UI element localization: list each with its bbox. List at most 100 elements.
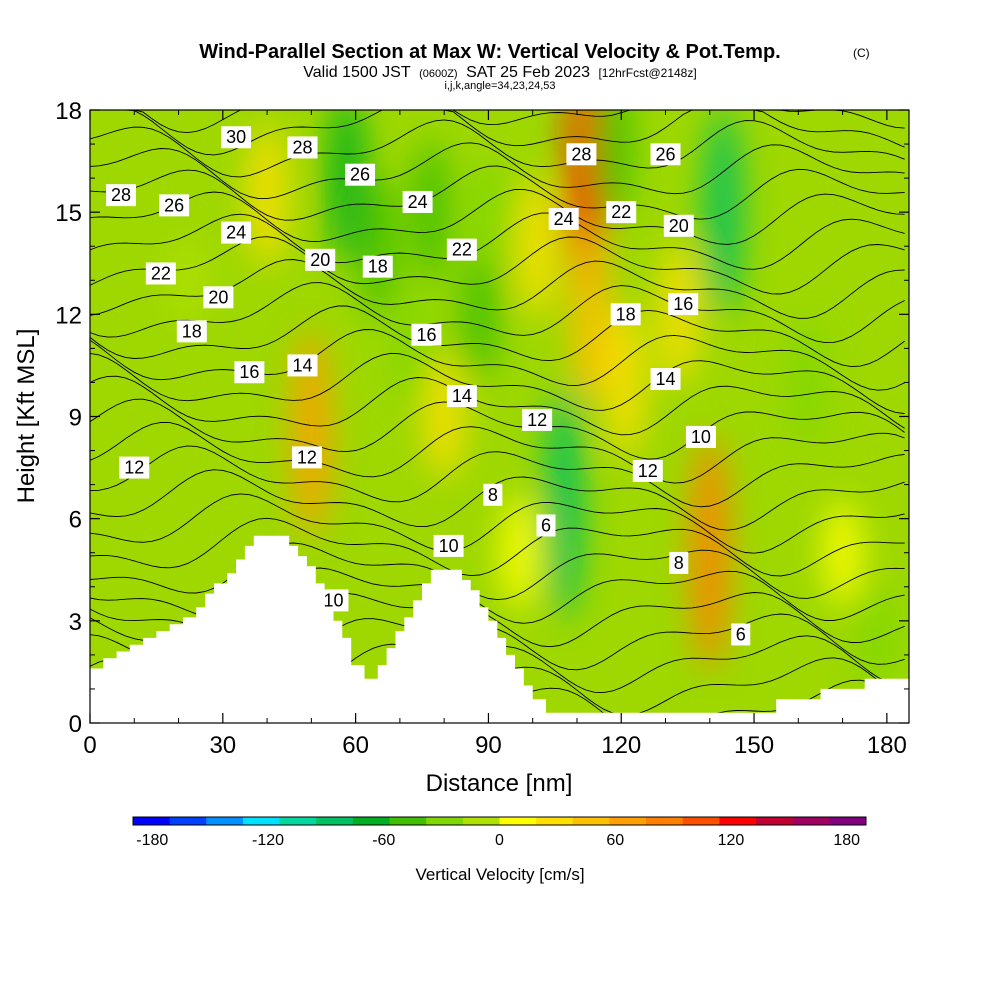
- x-tick-label: 60: [342, 732, 369, 759]
- contour-label-text: 10: [691, 427, 711, 447]
- contour-label-bg: [203, 286, 234, 309]
- theta-contour-24: [90, 236, 905, 295]
- colorbar-bin-7: [389, 817, 427, 825]
- contour-label-0: 30: [221, 126, 252, 149]
- contour-label-13: 20: [305, 248, 336, 271]
- colorbar-bin-18: [792, 817, 830, 825]
- contour-label-text: 20: [208, 287, 228, 307]
- contour-label-text: 18: [616, 304, 636, 324]
- colorbar-tick-label: 120: [718, 832, 745, 849]
- contour-label-text: 6: [736, 624, 746, 644]
- velocity-feature-2: [291, 331, 332, 537]
- velocity-feature-0: [167, 238, 208, 323]
- velocity-feature-21: [822, 499, 863, 606]
- contour-label-32: 12: [632, 459, 663, 482]
- theta-contour-31: [90, 110, 905, 134]
- contour-label-19: 12: [522, 408, 553, 431]
- contour-label-text: 30: [226, 127, 246, 147]
- x-tick-label: 150: [734, 732, 774, 759]
- colorbar-label: Vertical Velocity [cm/s]: [415, 865, 584, 884]
- contour-label-26: 24: [548, 207, 579, 230]
- theta-contour-30: [90, 110, 905, 156]
- y-tick-label: 9: [69, 405, 82, 432]
- velocity-feature-1: [247, 124, 288, 267]
- contour-label-27: 22: [606, 201, 637, 224]
- contour-label-text: 8: [488, 485, 498, 505]
- contour-label-text: 10: [323, 590, 343, 610]
- contour-label-text: 20: [669, 216, 689, 236]
- contour-label-22: 8: [483, 483, 503, 506]
- contour-label-bg: [536, 514, 556, 537]
- colorbar-tick-label: -180: [136, 832, 168, 849]
- velocity-feature-14: [570, 225, 611, 404]
- theta-contour-17: [90, 398, 905, 460]
- velocity-feature-9: [468, 159, 509, 266]
- contour-label-text: 24: [408, 192, 428, 212]
- valid-utc: (0600Z): [419, 68, 458, 80]
- contour-label-bg: [668, 293, 699, 316]
- contour-label-bg: [145, 262, 176, 285]
- colorbar-bin-8: [426, 817, 464, 825]
- contour-label-text: 14: [292, 355, 312, 375]
- contour-label-bg: [433, 534, 464, 557]
- contour-label-30: 16: [668, 293, 699, 316]
- contour-label-text: 14: [452, 386, 472, 406]
- contour-label-18: 14: [446, 385, 477, 408]
- theta-contour-25: [90, 212, 905, 270]
- contour-label-6: 18: [176, 320, 207, 343]
- copyright-mark: (C): [853, 46, 870, 60]
- contour-label-11: 28: [287, 136, 318, 159]
- contour-label-text: 26: [164, 195, 184, 215]
- velocity-feature-3: [326, 110, 367, 263]
- colorbar-bin-10: [499, 817, 537, 825]
- contour-label-bg: [291, 446, 322, 469]
- valid-date: SAT 25 Feb 2023: [466, 64, 590, 81]
- contour-label-25: 26: [650, 143, 681, 166]
- contour-label-text: 12: [527, 410, 547, 430]
- contour-label-text: 10: [439, 536, 459, 556]
- theta-contour-12: [90, 517, 905, 577]
- contour-label-21: 10: [318, 589, 349, 612]
- contour-label-7: 16: [234, 361, 265, 384]
- velocity-feature-6: [424, 354, 465, 479]
- contour-label-text: 26: [655, 144, 675, 164]
- y-tick-label: 3: [69, 609, 82, 636]
- contour-label-bg: [159, 194, 190, 217]
- contour-label-text: 12: [638, 461, 658, 481]
- contour-label-bg: [522, 408, 553, 431]
- colorbar-bin-9: [462, 817, 500, 825]
- colorbar-bin-5: [316, 817, 354, 825]
- contour-label-text: 28: [111, 185, 131, 205]
- colorbar-tick-label: 60: [606, 832, 624, 849]
- contour-label-bg: [411, 323, 442, 346]
- contour-label-bg: [287, 354, 318, 377]
- colorbar: -180 -120 -60 0 60 120 180: [132, 816, 867, 849]
- contour-label-31: 14: [650, 368, 681, 391]
- theta-contour-11: [90, 542, 905, 601]
- contour-label-bg: [650, 368, 681, 391]
- contour-label-bg: [548, 207, 579, 230]
- contour-label-5: 20: [203, 286, 234, 309]
- y-tick-label: 0: [69, 711, 82, 738]
- contour-label-text: 28: [571, 144, 591, 164]
- colorbar-tick-label: 0: [495, 832, 504, 849]
- chart-subtitle: Valid 1500 JST (0600Z) SAT 25 Feb 2023 […: [303, 64, 696, 81]
- grid-indices: i,j,k,angle=34,23,24,53: [444, 80, 555, 92]
- contour-label-bg: [221, 126, 252, 149]
- colorbar-bin-11: [536, 817, 574, 825]
- contour-label-text: 18: [182, 321, 202, 341]
- contour-label-text: 14: [655, 369, 675, 389]
- theta-contour-21: [90, 305, 905, 368]
- velocity-feature-8: [459, 247, 500, 381]
- contour-label-text: 24: [554, 209, 574, 229]
- colorbar-bin-16: [719, 817, 757, 825]
- contour-label-text: 26: [350, 165, 370, 185]
- x-axis-label: Distance [nm]: [426, 770, 573, 797]
- y-tick-label: 6: [69, 507, 82, 534]
- contour-label-bg: [650, 143, 681, 166]
- contour-label-text: 16: [239, 362, 259, 382]
- contour-label-24: 28: [566, 143, 597, 166]
- colorbar-frame: [132, 816, 867, 826]
- contour-label-bg: [345, 163, 376, 186]
- velocity-feature-20: [787, 320, 828, 445]
